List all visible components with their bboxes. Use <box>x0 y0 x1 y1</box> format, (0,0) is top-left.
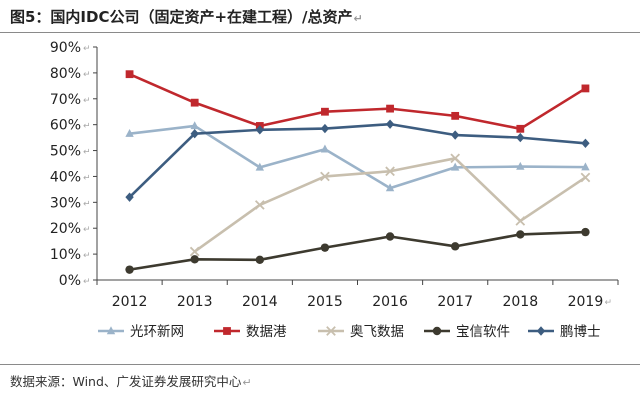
data-point <box>385 232 395 241</box>
data-point <box>125 192 134 202</box>
data-point <box>581 162 590 171</box>
data-point <box>386 104 394 113</box>
return-mark-icon: ↵ <box>83 44 91 54</box>
legend-label: 鹏博士 <box>560 323 601 340</box>
data-point <box>450 130 460 140</box>
y-tick-label: 20% <box>50 221 81 237</box>
data-point <box>516 230 525 239</box>
y-tick-label: 80% <box>50 66 81 82</box>
return-mark-icon: ↵ <box>83 122 91 132</box>
data-point <box>255 125 265 135</box>
data-point <box>516 132 525 143</box>
return-mark-icon: ↵ <box>83 277 91 287</box>
y-tick-label: 50% <box>50 144 81 160</box>
chart-title-text: 图5：国内IDC公司（固定资产+在建工程）/总资产 <box>10 8 353 26</box>
x-tick-label: 2012 <box>112 294 148 310</box>
data-point <box>385 119 395 129</box>
return-mark-icon: ↵ <box>83 225 91 235</box>
return-mark-icon: ↵ <box>353 12 363 25</box>
data-point <box>254 200 265 210</box>
data-point <box>581 138 590 149</box>
footer-divider <box>0 364 640 365</box>
data-point <box>581 84 590 93</box>
legend-marker <box>106 326 116 335</box>
series-line-4 <box>129 230 586 271</box>
data-point <box>580 172 591 183</box>
data-point <box>515 216 526 226</box>
y-tick-label: 0% <box>59 273 81 289</box>
return-mark-icon: ↵ <box>83 199 91 209</box>
legend-marker <box>223 327 231 335</box>
y-tick-label: 90% <box>50 40 81 56</box>
data-point <box>190 121 199 130</box>
data-point <box>516 124 525 133</box>
data-point <box>320 243 330 252</box>
data-point <box>125 129 134 137</box>
data-point <box>320 144 330 153</box>
y-tick-label: 30% <box>50 195 81 211</box>
data-point <box>321 107 329 116</box>
return-mark-icon: ↵ <box>83 251 91 261</box>
x-tick-label: 2014 <box>242 294 278 310</box>
title-divider <box>0 32 640 33</box>
source-note: 数据来源：Wind、广发证券发展研究中心↵ <box>10 371 252 390</box>
series-line-1 <box>129 124 586 190</box>
data-point <box>189 246 200 257</box>
return-mark-icon: ↵ <box>83 148 91 158</box>
y-tick-label: 40% <box>50 169 81 185</box>
legend-marker <box>432 326 442 336</box>
data-point <box>190 255 199 264</box>
chart-area: 0% ↵ 10% ↵ 20% ↵ 30% ↵ 40% ↵ 50% ↵ 60% ↵ 70% ↵ 80% ↵ 90% ↵ 2… <box>0 34 640 364</box>
x-tick-label: 2017 <box>437 294 473 310</box>
data-point <box>320 171 330 182</box>
x-tick-label: 2013 <box>177 294 213 310</box>
legend-label: 光环新网 <box>130 324 184 340</box>
y-tick-label: 60% <box>50 118 81 134</box>
legend-label: 奥飞数据 <box>350 323 404 340</box>
x-tick-label: 2016 <box>372 294 408 310</box>
return-mark-icon: ↵ <box>242 376 252 389</box>
return-mark-icon: ↵ <box>604 298 612 308</box>
x-tick-label: 2019 <box>568 294 604 310</box>
chart-title: 图5：国内IDC公司（固定资产+在建工程）/总资产↵ <box>10 6 363 27</box>
legend-marker <box>326 326 336 336</box>
data-point <box>255 255 265 265</box>
series-line-5 <box>128 122 586 199</box>
data-point <box>255 162 265 171</box>
x-tick-label: 2015 <box>307 294 343 310</box>
x-tick-label: 2018 <box>502 294 538 310</box>
data-point <box>190 129 199 139</box>
return-mark-icon: ↵ <box>83 173 91 183</box>
data-point <box>450 242 460 251</box>
data-point <box>451 111 460 120</box>
return-mark-icon: ↵ <box>83 70 91 80</box>
y-tick-label: 10% <box>50 247 81 263</box>
series-line-2 <box>129 72 587 131</box>
source-text: 数据来源：Wind、广发证券发展研究中心 <box>10 374 242 389</box>
data-point <box>385 183 395 192</box>
return-mark-icon: ↵ <box>83 96 91 106</box>
data-point <box>450 162 460 171</box>
legend-label: 宝信软件 <box>456 324 510 340</box>
data-point <box>581 227 590 237</box>
data-point <box>385 166 395 177</box>
legend-label: 数据港 <box>246 324 287 340</box>
data-point <box>125 70 134 79</box>
data-point <box>125 265 134 274</box>
data-point <box>516 161 525 170</box>
data-point <box>450 153 461 164</box>
data-point <box>190 98 199 107</box>
y-tick-label: 70% <box>50 92 81 108</box>
legend-marker <box>536 326 546 336</box>
line-chart: 0% ↵10% ↵20% ↵30% ↵40% ↵50% ↵60% ↵70% ↵80% ↵90% ↵2… <box>50 40 619 340</box>
data-point <box>320 123 330 134</box>
